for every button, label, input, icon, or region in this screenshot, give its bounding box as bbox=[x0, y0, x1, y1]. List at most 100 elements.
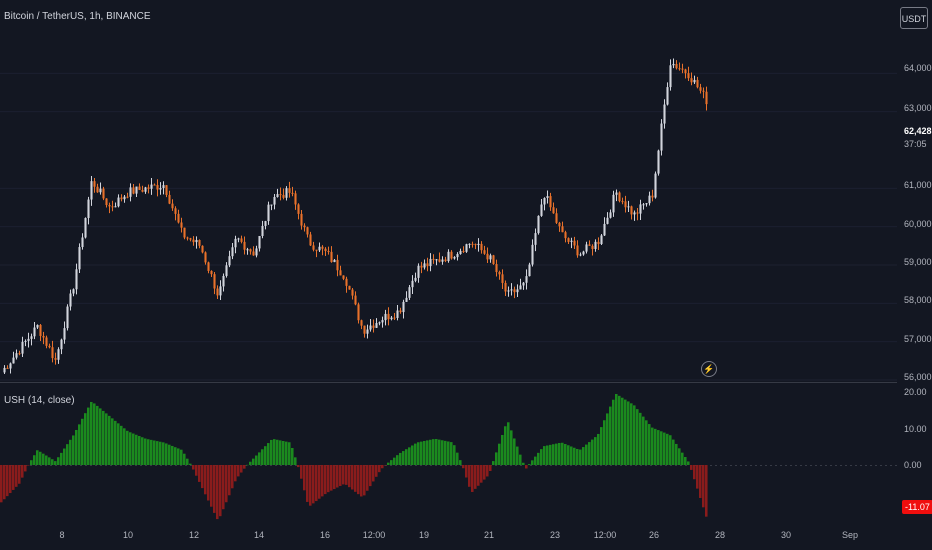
histogram-bar bbox=[678, 448, 681, 465]
histogram-bar bbox=[522, 462, 525, 465]
candle-body bbox=[498, 272, 501, 275]
candle-body bbox=[396, 310, 399, 318]
candle-body bbox=[312, 245, 315, 250]
histogram-bar bbox=[225, 465, 228, 503]
histogram-bar bbox=[72, 435, 75, 465]
candle-body bbox=[87, 199, 90, 219]
histogram-bar bbox=[459, 460, 462, 465]
candle-body bbox=[363, 325, 366, 334]
candle-body bbox=[615, 192, 618, 195]
histogram-bar bbox=[597, 433, 600, 465]
histogram-bar bbox=[102, 410, 105, 465]
candle-body bbox=[606, 217, 609, 224]
histogram-bar bbox=[114, 420, 117, 465]
histogram-bar bbox=[450, 442, 453, 465]
symbol-title[interactable]: Bitcoin / TetherUS, 1h, BINANCE bbox=[4, 11, 151, 22]
histogram-bar bbox=[210, 465, 213, 507]
histogram-bar bbox=[567, 445, 570, 465]
histogram-bar bbox=[582, 447, 585, 465]
indicator-title[interactable]: USH (14, close) bbox=[4, 395, 75, 406]
candle-body bbox=[324, 248, 327, 252]
candle-body bbox=[132, 187, 135, 194]
candle-body bbox=[33, 327, 36, 337]
candle-body bbox=[468, 243, 471, 245]
histogram-bar bbox=[570, 446, 573, 465]
histogram-bar bbox=[171, 445, 174, 465]
histogram-bar bbox=[336, 465, 339, 488]
candle-body bbox=[156, 185, 159, 190]
histogram-bar bbox=[504, 426, 507, 465]
candle-body bbox=[360, 320, 363, 326]
histogram-bar bbox=[246, 464, 249, 466]
candle-body bbox=[333, 259, 336, 263]
candle-body bbox=[264, 221, 267, 226]
histogram-bar bbox=[192, 465, 195, 470]
candle-body bbox=[477, 243, 480, 245]
histogram-bar bbox=[57, 457, 60, 465]
candle-body bbox=[387, 313, 390, 320]
candle-body bbox=[504, 282, 507, 292]
histogram-bar bbox=[663, 432, 666, 465]
histogram-bar bbox=[261, 449, 264, 465]
candle-body bbox=[306, 227, 309, 235]
histogram-bar bbox=[207, 465, 210, 501]
candle-body bbox=[462, 250, 465, 252]
candle-body bbox=[636, 212, 639, 214]
grid-lines bbox=[0, 72, 897, 381]
histogram-bar bbox=[354, 465, 357, 492]
histogram-bar bbox=[543, 446, 546, 465]
candle-body bbox=[390, 317, 393, 320]
candle-body bbox=[168, 194, 171, 204]
histogram-bar bbox=[639, 412, 642, 465]
candle-body bbox=[627, 206, 630, 208]
histogram-bar bbox=[585, 444, 588, 465]
time-axis-label: 14 bbox=[253, 530, 265, 540]
candle-body bbox=[228, 256, 231, 266]
candle-body bbox=[642, 204, 645, 206]
candle-body bbox=[621, 201, 624, 203]
histogram-bar bbox=[651, 427, 654, 465]
histogram-bar bbox=[243, 465, 246, 469]
candle-body bbox=[489, 255, 492, 260]
histogram-bar bbox=[54, 461, 57, 465]
oscillator-axis-label: 10.00 bbox=[904, 424, 927, 434]
histogram-bar bbox=[240, 465, 243, 473]
candle-body bbox=[207, 262, 210, 271]
histogram-bar bbox=[687, 461, 690, 465]
candle-body bbox=[423, 263, 426, 268]
candle-body bbox=[159, 188, 162, 190]
candle-body bbox=[549, 196, 552, 208]
time-axis-label: 8 bbox=[59, 530, 65, 540]
candle-body bbox=[543, 198, 546, 205]
candle-body bbox=[96, 186, 99, 193]
candle-body bbox=[417, 265, 420, 278]
histogram-bar bbox=[330, 465, 333, 491]
histogram-bar bbox=[648, 424, 651, 465]
candle-body bbox=[684, 69, 687, 74]
candle-body bbox=[123, 196, 126, 200]
histogram-bar bbox=[624, 399, 627, 465]
candle-body bbox=[612, 194, 615, 213]
candle-body bbox=[234, 238, 237, 248]
histogram-bar bbox=[252, 458, 255, 465]
candle-body bbox=[618, 192, 621, 202]
histogram-bar bbox=[231, 465, 234, 489]
histogram-bar bbox=[273, 439, 276, 465]
histogram-bar bbox=[21, 465, 24, 478]
histogram-bar bbox=[510, 430, 513, 465]
candle-body bbox=[216, 288, 219, 296]
candle-body bbox=[9, 363, 12, 369]
candle-body bbox=[339, 270, 342, 276]
currency-button[interactable]: USDT bbox=[900, 7, 928, 29]
histogram-bar bbox=[105, 413, 108, 465]
candle-body bbox=[300, 213, 303, 226]
histogram-bar bbox=[156, 441, 159, 465]
histogram-bar bbox=[342, 465, 345, 485]
oscillator-axis-label: 0.00 bbox=[904, 460, 922, 470]
candle-body bbox=[210, 270, 213, 275]
lightning-icon[interactable]: ⚡ bbox=[701, 361, 717, 377]
candle-body bbox=[660, 123, 663, 151]
histogram-bar bbox=[615, 393, 618, 465]
candle-body bbox=[471, 243, 474, 245]
